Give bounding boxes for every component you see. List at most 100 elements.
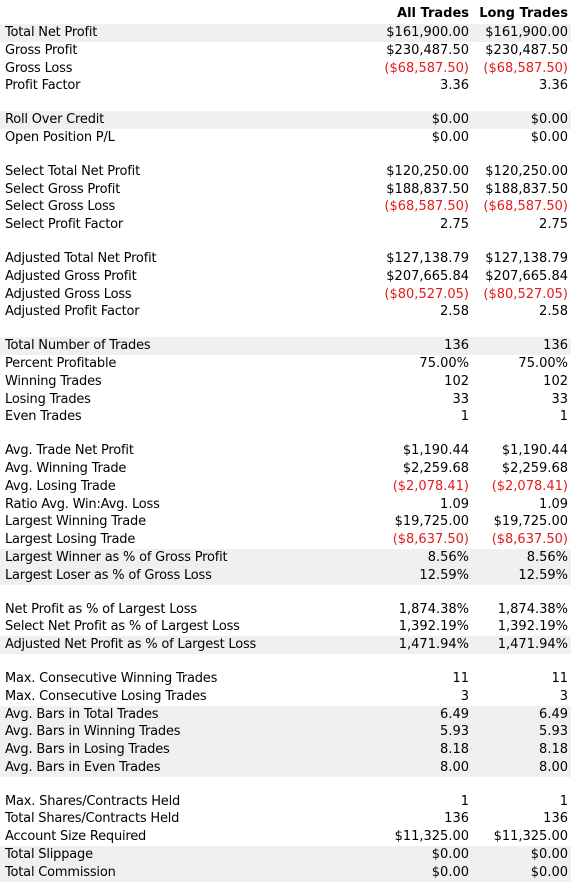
all-trades-value: ($2,078.41) — [392, 478, 469, 494]
all-trades-value: 6.49 — [440, 706, 469, 722]
long-trades-value: $0.00 — [530, 847, 568, 863]
all-trades-value: 3 — [460, 688, 469, 704]
all-trades-value: 2.75 — [440, 217, 469, 233]
long-trades-value: 5.93 — [539, 724, 568, 740]
table-row: Max. Consecutive Losing Trades 3 3 — [0, 688, 571, 706]
table-row: Roll Over Credit $0.00 $0.00 — [0, 111, 571, 129]
table-row: Avg. Bars in Total Trades 6.49 6.49 — [0, 705, 571, 724]
long-trades-value: 1 — [559, 409, 568, 425]
all-trades-value: 5.93 — [440, 724, 469, 740]
all-trades-value: $11,325.00 — [394, 829, 469, 845]
row-label: Max. Consecutive Losing Trades — [5, 688, 207, 704]
table-row: Select Gross Profit $188,837.50 $188,837.5… — [0, 181, 571, 199]
all-trades-value: $127,138.79 — [386, 250, 469, 266]
row-label: Gross Loss — [5, 60, 73, 76]
header-all-trades: All Trades — [397, 6, 469, 21]
long-trades-value: 3.36 — [539, 78, 568, 94]
long-trades-value: 2.75 — [539, 217, 568, 233]
table-row: Winning Trades 102 102 — [0, 373, 571, 391]
table-row: Gross Profit $230,487.50 $230,487.50 — [0, 42, 571, 60]
long-trades-value: $0.00 — [530, 112, 568, 128]
all-trades-value: 8.00 — [440, 759, 469, 775]
all-trades-value: $2,259.68 — [402, 460, 469, 476]
row-label: Largest Losing Trade — [5, 532, 136, 548]
row-label: Avg. Bars in Even Trades — [5, 759, 161, 775]
row-label: Select Profit Factor — [5, 217, 124, 233]
all-trades-value: $188,837.50 — [386, 181, 469, 197]
table-header: All Trades Long Trades — [0, 4, 571, 24]
all-trades-value: 1 — [460, 409, 469, 425]
row-label: Account Size Required — [5, 829, 147, 845]
row-label: Max. Shares/Contracts Held — [5, 793, 181, 809]
group-spacer — [0, 654, 571, 670]
all-trades-value: 136 — [444, 338, 469, 354]
table-body: Total Net Profit $161,900.00 $161,900.00 Gr… — [0, 24, 571, 882]
row-label: Select Gross Loss — [5, 199, 116, 215]
row-label: Total Commission — [5, 864, 116, 880]
all-trades-value: 1,392.19% — [398, 619, 469, 635]
row-label: Adjusted Profit Factor — [5, 304, 140, 320]
long-trades-value: $207,665.84 — [485, 268, 568, 284]
all-trades-value: ($8,637.50) — [392, 532, 469, 548]
all-trades-value: $0.00 — [431, 864, 469, 880]
row-label: Adjusted Total Net Profit — [5, 250, 157, 266]
row-label: Net Profit as % of Largest Loss — [5, 601, 197, 617]
all-trades-value: 33 — [452, 391, 469, 407]
row-label: Select Gross Profit — [5, 181, 121, 197]
row-label: Total Number of Trades — [5, 338, 151, 354]
table-row: Largest Losing Trade ($8,637.50) ($8,637.5… — [0, 531, 571, 549]
table-row: Total Number of Trades 136 136 — [0, 337, 571, 355]
all-trades-value: 1 — [460, 793, 469, 809]
long-trades-value: ($2,078.41) — [491, 478, 568, 494]
long-trades-value: ($8,637.50) — [491, 532, 568, 548]
performance-summary-table: All Trades Long Trades Total Net Profit $… — [0, 4, 571, 882]
table-row: Select Net Profit as % of Largest Loss 1,… — [0, 618, 571, 636]
long-trades-value: $19,725.00 — [493, 514, 568, 530]
table-row: Gross Loss ($68,587.50) ($68,587.50) — [0, 60, 571, 78]
long-trades-value: $161,900.00 — [485, 25, 568, 40]
header-long-trades: Long Trades — [479, 6, 568, 21]
table-row: Ratio Avg. Win:Avg. Loss 1.09 1.09 — [0, 496, 571, 514]
row-label: Avg. Losing Trade — [5, 478, 116, 494]
all-trades-value: 3.36 — [440, 78, 469, 94]
all-trades-value: 1,471.94% — [398, 637, 469, 653]
all-trades-value: 75.00% — [419, 355, 469, 371]
table-row: Account Size Required $11,325.00 $11,325.0… — [0, 828, 571, 846]
all-trades-value: 2.58 — [440, 304, 469, 320]
row-label: Largest Winner as % of Gross Profit — [5, 549, 228, 565]
table-row: Percent Profitable 75.00% 75.00% — [0, 355, 571, 373]
all-trades-value: 136 — [444, 811, 469, 827]
row-label: Total Slippage — [5, 847, 93, 863]
long-trades-value: $11,325.00 — [493, 829, 568, 845]
long-trades-value: 1,471.94% — [497, 637, 568, 653]
table-row: Losing Trades 33 33 — [0, 391, 571, 409]
table-row: Total Net Profit $161,900.00 $161,900.00 — [0, 24, 571, 42]
table-row: Largest Loser as % of Gross Loss 12.59% 12… — [0, 566, 571, 585]
row-label: Total Shares/Contracts Held — [5, 811, 180, 827]
row-label: Gross Profit — [5, 42, 78, 58]
long-trades-value: 11 — [551, 670, 568, 686]
row-label: Avg. Bars in Total Trades — [5, 706, 159, 722]
long-trades-value: 75.00% — [518, 355, 568, 371]
long-trades-value: 1,874.38% — [497, 601, 568, 617]
row-label: Max. Consecutive Winning Trades — [5, 670, 218, 686]
long-trades-value: 8.18 — [539, 742, 568, 758]
table-row: Avg. Losing Trade ($2,078.41) ($2,078.41) — [0, 478, 571, 496]
all-trades-value: ($68,587.50) — [384, 199, 469, 215]
all-trades-value: 102 — [444, 373, 469, 389]
long-trades-value: 8.00 — [539, 759, 568, 775]
long-trades-value: $1,190.44 — [501, 443, 568, 459]
long-trades-value: ($80,527.05) — [483, 286, 568, 302]
table-row: Select Gross Loss ($68,587.50) ($68,587.50… — [0, 198, 571, 216]
table-row: Avg. Bars in Winning Trades 5.93 5.93 — [0, 723, 571, 742]
long-trades-value: $127,138.79 — [485, 250, 568, 266]
table-row: Max. Consecutive Winning Trades 11 11 — [0, 670, 571, 688]
table-row: Adjusted Net Profit as % of Largest Loss… — [0, 636, 571, 654]
table-row: Avg. Bars in Losing Trades 8.18 8.18 — [0, 741, 571, 759]
long-trades-value: 3 — [559, 688, 568, 704]
long-trades-value: 2.58 — [539, 304, 568, 320]
long-trades-value: $230,487.50 — [485, 42, 568, 58]
long-trades-value: $0.00 — [530, 129, 568, 145]
long-trades-value: 1,392.19% — [497, 619, 568, 635]
long-trades-value: 6.49 — [539, 706, 568, 722]
